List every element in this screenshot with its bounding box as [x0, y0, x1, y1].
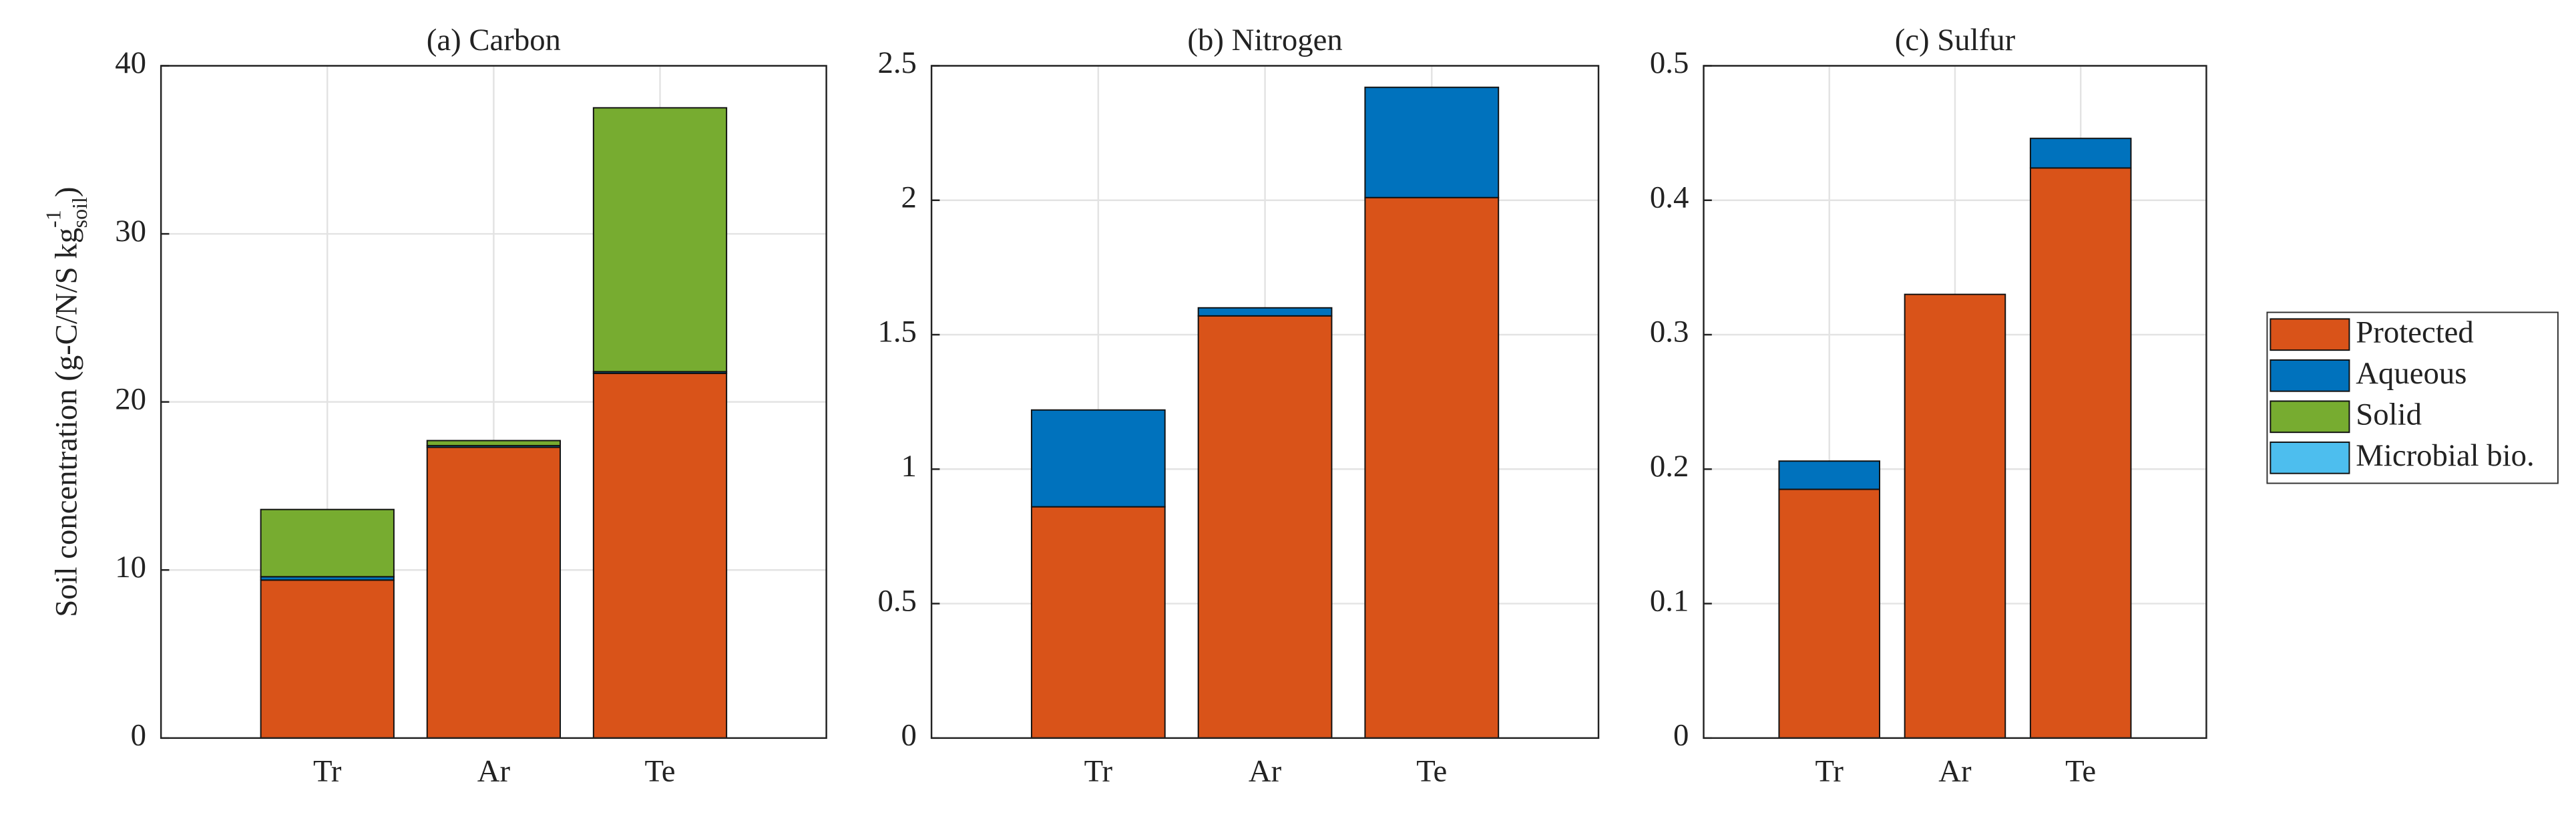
axes-box: [160, 65, 827, 740]
chart-title: (c) Sulfur: [1895, 23, 2016, 57]
y-tick-label: 0.3: [1650, 315, 1689, 349]
legend-swatch: [2270, 441, 2350, 474]
x-tick-label: Tr: [1084, 754, 1113, 789]
axes-box: [1703, 65, 2207, 740]
x-tick-label: Ar: [1249, 754, 1282, 789]
x-tick-label: Ar: [477, 754, 511, 789]
axes-box: [930, 65, 1600, 740]
y-axis-label-end: ): [49, 187, 83, 198]
y-tick-label: 0.2: [1650, 449, 1689, 484]
y-axis-label-sub: soil: [68, 197, 91, 228]
legend-label: Microbial bio.: [2356, 438, 2534, 473]
bar-segment: [1030, 409, 1166, 508]
bar-segment: [1197, 315, 1333, 739]
y-tick-label: 0.5: [878, 583, 917, 618]
x-tick-label: Te: [644, 754, 675, 789]
bar-segment: [2029, 138, 2132, 169]
legend-swatch: [2270, 318, 2350, 351]
x-tick-label: Te: [2065, 754, 2096, 789]
x-tick-label: Tr: [1815, 754, 1844, 789]
y-tick-label: 0.4: [1650, 180, 1689, 214]
legend-swatch: [2270, 359, 2350, 392]
legend-label: Protected: [2356, 315, 2474, 350]
y-tick-label: 20: [115, 381, 146, 416]
y-axis-label-text: Soil concentration (g-C/N/S kg: [49, 228, 83, 617]
y-tick-label: 40: [115, 45, 146, 80]
y-tick-label: 1.5: [878, 315, 917, 349]
bar-segment: [1030, 506, 1166, 739]
bar-segment: [1197, 307, 1333, 317]
bar-segment: [1904, 293, 2006, 739]
y-tick-label: 30: [115, 214, 146, 249]
bar-segment: [1778, 460, 1880, 490]
y-tick-label: 1: [901, 449, 917, 484]
y-tick-label: 0: [1673, 718, 1689, 753]
bar-segment: [1778, 488, 1880, 739]
y-tick-label: 0.1: [1650, 583, 1689, 618]
bar-segment: [426, 440, 562, 447]
bar-segment: [1364, 86, 1500, 198]
y-tick-label: 0.5: [1650, 45, 1689, 80]
x-tick-label: Te: [1416, 754, 1447, 789]
y-tick-label: 0: [131, 718, 146, 753]
bar-segment: [592, 107, 728, 373]
bar-segment: [260, 508, 395, 578]
y-axis-label-sup: -1: [42, 210, 65, 228]
x-tick-label: Tr: [313, 754, 342, 789]
bar-segment: [426, 446, 562, 739]
y-axis-label: Soil concentration (g-C/N/S kg-1 soil): [42, 187, 91, 617]
y-tick-label: 2: [901, 180, 917, 214]
legend-label: Aqueous: [2356, 356, 2466, 391]
bar-segment: [1364, 196, 1500, 739]
legend-label: Solid: [2356, 397, 2422, 432]
legend-swatch: [2270, 400, 2350, 434]
bar-segment: [260, 579, 395, 739]
y-tick-label: 2.5: [878, 45, 917, 80]
y-tick-label: 0: [901, 718, 917, 753]
x-tick-label: Ar: [1938, 754, 1972, 789]
y-tick-label: 10: [115, 550, 146, 585]
chart-title: (a) Carbon: [427, 23, 561, 57]
bar-segment: [592, 372, 728, 739]
chart-title: (b) Nitrogen: [1187, 23, 1342, 57]
bar-segment: [2029, 167, 2132, 739]
